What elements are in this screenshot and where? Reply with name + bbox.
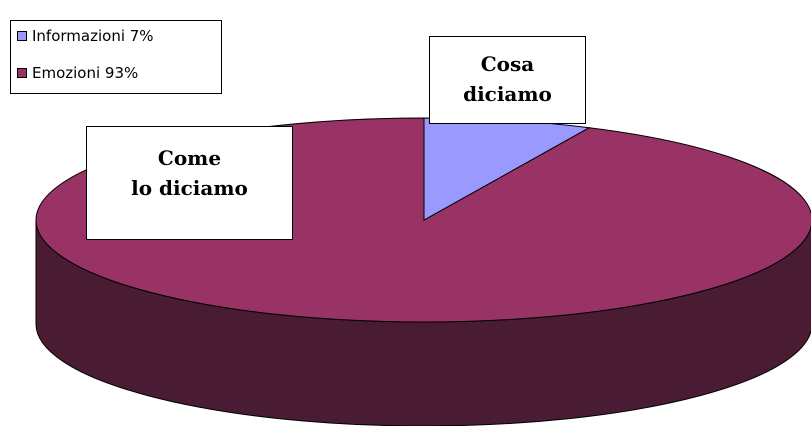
legend-entry-informazioni: Informazioni 7% [17,25,154,47]
callout-line: Cosa [480,52,535,76]
callout-cosa-diciamo: Cosa diciamo [429,36,586,124]
callout-line: lo diciamo [131,176,248,200]
legend-swatch-emozioni [17,68,27,78]
legend-swatch-informazioni [17,31,27,41]
callout-come-lo-diciamo: Come lo diciamo [86,126,293,240]
chart-legend: Informazioni 7% Emozioni 93% [10,20,222,94]
legend-label-emozioni: Emozioni 93% [32,64,139,82]
callout-line: diciamo [463,82,552,106]
callout-line: Come [157,146,222,170]
legend-entry-emozioni: Emozioni 93% [17,62,138,84]
legend-label-informazioni: Informazioni 7% [32,27,154,45]
